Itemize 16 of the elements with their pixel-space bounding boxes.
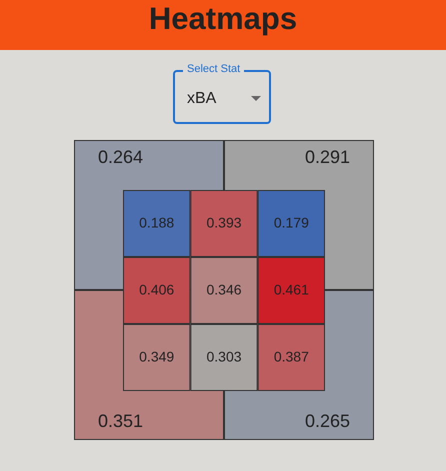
data-label: 0.303 xyxy=(206,348,242,364)
data-label: 0.179 xyxy=(274,214,310,230)
data-label: 0.406 xyxy=(139,281,174,298)
text: xBA xyxy=(187,90,216,108)
chart-title: Heatmaps xyxy=(148,0,298,38)
data-label: 0.351 xyxy=(98,410,144,431)
data-label: 0.264 xyxy=(98,146,144,167)
text: Select Stat xyxy=(183,63,244,75)
data-label: 0.387 xyxy=(274,348,310,364)
data-label: 0.291 xyxy=(304,146,350,167)
data-label: 0.346 xyxy=(206,281,242,298)
data-label: 0.393 xyxy=(206,214,242,230)
data-label: 0.349 xyxy=(139,348,174,364)
data-label: 0.188 xyxy=(139,214,174,230)
data-label: 0.265 xyxy=(304,410,350,431)
data-label: 0.461 xyxy=(274,281,310,298)
